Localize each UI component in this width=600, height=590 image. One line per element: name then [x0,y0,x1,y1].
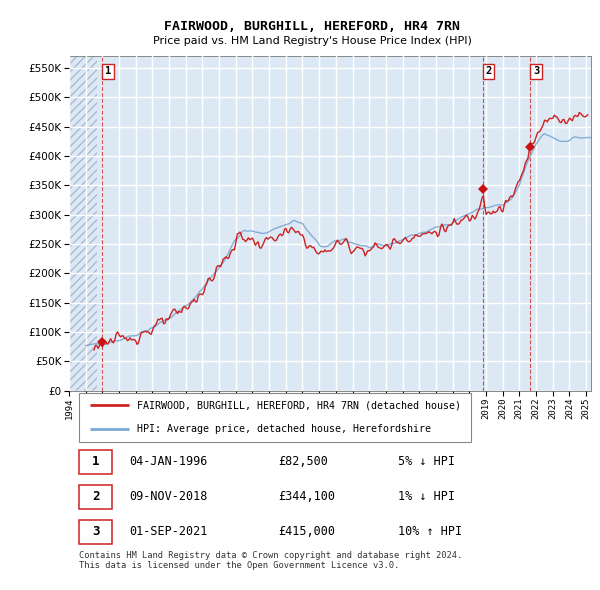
Bar [69,56,97,391]
Text: £344,100: £344,100 [278,490,335,503]
FancyBboxPatch shape [79,450,112,474]
Text: HPI: Average price, detached house, Herefordshire: HPI: Average price, detached house, Here… [137,424,431,434]
Text: 04-JAN-1996: 04-JAN-1996 [129,455,208,468]
Text: £415,000: £415,000 [278,525,335,538]
Text: £82,500: £82,500 [278,455,328,468]
Text: 2: 2 [92,490,100,503]
Text: FAIRWOOD, BURGHILL, HEREFORD, HR4 7RN: FAIRWOOD, BURGHILL, HEREFORD, HR4 7RN [164,20,460,33]
Text: 1% ↓ HPI: 1% ↓ HPI [398,490,455,503]
Text: 2: 2 [485,66,492,76]
Text: Contains HM Land Registry data © Crown copyright and database right 2024.
This d: Contains HM Land Registry data © Crown c… [79,551,463,571]
Text: 5% ↓ HPI: 5% ↓ HPI [398,455,455,468]
Text: 01-SEP-2021: 01-SEP-2021 [129,525,208,538]
Text: FAIRWOOD, BURGHILL, HEREFORD, HR4 7RN (detached house): FAIRWOOD, BURGHILL, HEREFORD, HR4 7RN (d… [137,400,461,410]
Text: Price paid vs. HM Land Registry's House Price Index (HPI): Price paid vs. HM Land Registry's House … [152,36,472,45]
FancyBboxPatch shape [79,485,112,509]
Text: 10% ↑ HPI: 10% ↑ HPI [398,525,462,538]
Text: 3: 3 [533,66,539,76]
FancyBboxPatch shape [79,520,112,543]
FancyBboxPatch shape [79,393,471,441]
Text: 09-NOV-2018: 09-NOV-2018 [129,490,208,503]
Text: 1: 1 [92,455,100,468]
Text: 1: 1 [105,66,111,76]
Text: 3: 3 [92,525,100,538]
